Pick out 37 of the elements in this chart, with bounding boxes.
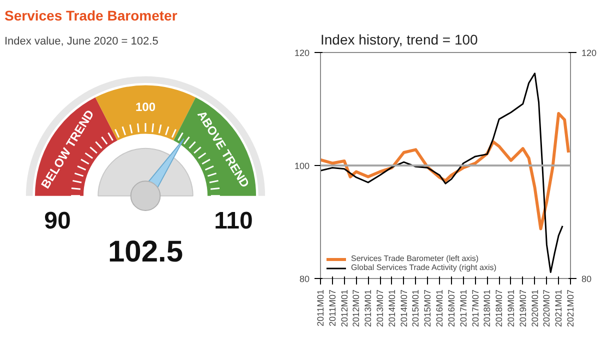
text: 110 xyxy=(214,208,253,235)
x-tick-label: 2018M07 xyxy=(494,290,504,328)
y2-tick-label: 80 xyxy=(582,274,592,284)
text: 90 xyxy=(44,208,71,235)
x-tick-label: 2014M07 xyxy=(398,290,409,328)
x-tick-label: 2011M01 xyxy=(316,289,326,326)
x-tick-label: 2011M07 xyxy=(327,289,338,326)
x-tick-label: 2012M01 xyxy=(339,290,350,328)
chart-subtitle: Index value, June 2020 = 102.5 xyxy=(4,36,158,48)
chart-title: Index history, trend = 100 xyxy=(320,32,478,48)
x-tick-label: 2014M01 xyxy=(386,290,397,328)
y2-tick-label: 120 xyxy=(582,48,597,58)
line-series xyxy=(320,72,564,274)
text: 102.5 xyxy=(108,235,184,268)
x-tick-label: 2019M01 xyxy=(506,290,516,328)
slice-label: 100 xyxy=(135,100,156,114)
y-tick-label: 80 xyxy=(299,274,310,284)
x-tick-label: 2021M07 xyxy=(566,290,576,328)
y-tick-label: 100 xyxy=(294,161,310,171)
x-tick-label: 2015M01 xyxy=(410,290,421,328)
x-tick-label: 2020M07 xyxy=(542,290,552,328)
x-tick-label: 2017M07 xyxy=(470,290,480,328)
legend-label: Global Services Trade Activity (right axis) xyxy=(351,263,496,272)
x-tick-label: 2021M01 xyxy=(554,290,564,328)
legend-label: Services Trade Barometer (left axis) xyxy=(351,254,479,263)
x-tick-label: 2013M01 xyxy=(363,290,374,328)
chart-title: Services Trade Barometer xyxy=(4,8,178,24)
x-tick-label: 2015M07 xyxy=(422,290,433,328)
x-tick-label: 2016M01 xyxy=(434,290,445,328)
x-tick-label: 2013M07 xyxy=(375,290,386,328)
x-tick-label: 2017M01 xyxy=(458,290,468,328)
x-tick-label: 2020M01 xyxy=(530,290,540,328)
y-tick-label: 120 xyxy=(294,48,310,58)
x-tick-label: 2012M07 xyxy=(351,290,362,328)
x-tick-label: 2016M07 xyxy=(446,290,456,328)
x-tick-label: 2019M07 xyxy=(518,290,528,328)
x-tick-label: 2018M01 xyxy=(482,290,492,328)
